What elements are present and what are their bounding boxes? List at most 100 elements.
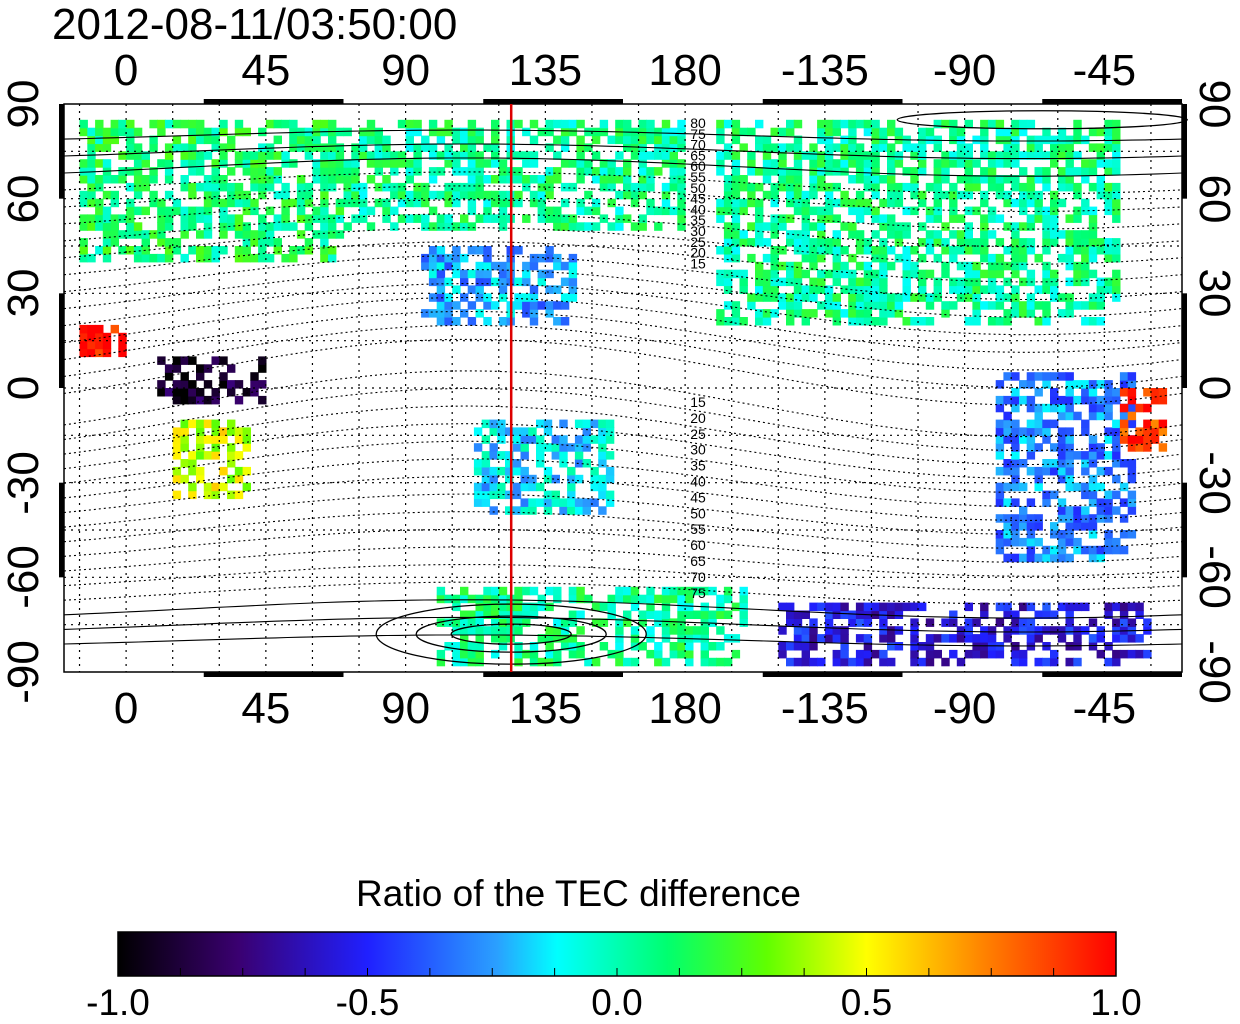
tec-cell <box>436 649 446 659</box>
tec-cell <box>1003 317 1012 326</box>
tec-cell <box>1073 230 1082 239</box>
tec-cell <box>933 285 942 294</box>
tec-cell <box>817 127 826 137</box>
tec-cell <box>95 348 104 358</box>
tec-cell <box>762 309 772 318</box>
tec-cell <box>473 427 483 436</box>
axis-tick-label: -90 <box>932 46 997 95</box>
tec-cell <box>180 222 189 231</box>
tec-cell <box>755 222 764 231</box>
tec-cell <box>1104 403 1113 413</box>
tec-cell <box>1011 626 1020 635</box>
tec-cell <box>520 498 529 507</box>
tec-cell <box>910 143 919 152</box>
tec-cell <box>196 451 205 460</box>
tec-cell <box>887 198 896 208</box>
tec-cell <box>840 626 849 635</box>
tec-cell <box>1073 545 1082 555</box>
tec-cell <box>227 143 236 152</box>
tec-cell <box>1065 522 1074 531</box>
tec-cell <box>887 610 896 619</box>
tec-cell <box>545 301 554 310</box>
tec-cell <box>180 214 189 223</box>
tec-cell <box>180 443 189 452</box>
tec-cell <box>590 435 599 444</box>
tec-cell <box>755 167 764 176</box>
tec-cell <box>1011 443 1020 452</box>
tec-cell <box>576 175 585 184</box>
tec-cell <box>102 332 112 342</box>
tec-cell <box>1057 182 1067 192</box>
tec-cell <box>824 285 834 294</box>
tec-cell <box>1065 530 1074 539</box>
tec-cell <box>553 634 562 643</box>
tec-cell <box>801 649 810 659</box>
tec-cell <box>871 182 880 192</box>
tec-cell <box>421 214 430 223</box>
tec-cell <box>956 190 966 200</box>
axis-tick-label: 180 <box>648 46 722 95</box>
tec-cell <box>793 309 803 318</box>
tec-cell <box>1003 198 1012 208</box>
tec-cell <box>188 451 197 460</box>
tec-cell <box>473 498 483 507</box>
tec-cell <box>1034 301 1043 310</box>
tec-cell <box>607 175 616 184</box>
tec-cell <box>149 175 158 184</box>
tec-cell <box>382 159 391 168</box>
tec-cell <box>543 466 553 476</box>
tec-cell <box>359 143 368 152</box>
tec-cell <box>1104 506 1113 515</box>
tec-cell <box>1003 309 1012 318</box>
tec-cell <box>273 119 282 129</box>
tec-cell <box>677 182 686 192</box>
colorbar <box>117 931 1117 977</box>
tec-cell <box>413 214 422 223</box>
tec-cell <box>529 198 539 208</box>
frame-bar <box>203 672 344 677</box>
tec-cell <box>149 198 158 208</box>
tec-cell <box>126 246 135 255</box>
tec-cell <box>258 364 267 373</box>
tec-cell <box>366 222 376 231</box>
tec-cell <box>436 309 446 318</box>
tec-cell <box>498 214 508 223</box>
tec-cell <box>273 167 282 176</box>
tec-cell <box>421 190 430 200</box>
tec-cell <box>646 594 655 604</box>
tec-cell <box>995 261 1005 271</box>
tec-cell <box>1042 427 1051 436</box>
tec-cell <box>1042 498 1051 507</box>
tec-cell <box>770 214 779 223</box>
tec-cell <box>739 238 748 247</box>
tec-cell <box>716 626 725 635</box>
tec-cell <box>436 222 446 231</box>
tec-cell <box>1112 506 1121 515</box>
tec-cell <box>1065 175 1074 184</box>
tec-cell <box>848 253 857 263</box>
tec-cell <box>133 151 143 160</box>
tec-cell <box>591 151 601 160</box>
tec-cell <box>949 198 958 208</box>
tec-cell <box>1026 372 1036 381</box>
tec-cell <box>871 206 880 216</box>
tec-cell <box>677 135 686 145</box>
tec-cell <box>273 238 282 247</box>
tec-cell <box>739 198 748 208</box>
tec-cell <box>1050 269 1059 279</box>
tec-cell <box>933 143 942 152</box>
tec-cell <box>397 190 407 200</box>
tec-cell <box>1034 610 1043 619</box>
tec-cell <box>481 474 491 484</box>
tec-cell <box>1073 522 1082 531</box>
tec-cell <box>172 198 182 208</box>
tec-cell <box>529 649 539 659</box>
tec-cell <box>351 182 360 192</box>
tec-cell <box>949 214 958 223</box>
tec-cell <box>436 269 446 279</box>
tec-cell <box>762 222 772 231</box>
tec-cell <box>560 222 570 231</box>
tec-cell <box>126 182 135 192</box>
tec-cell <box>1042 238 1051 247</box>
tec-cell <box>498 269 508 279</box>
